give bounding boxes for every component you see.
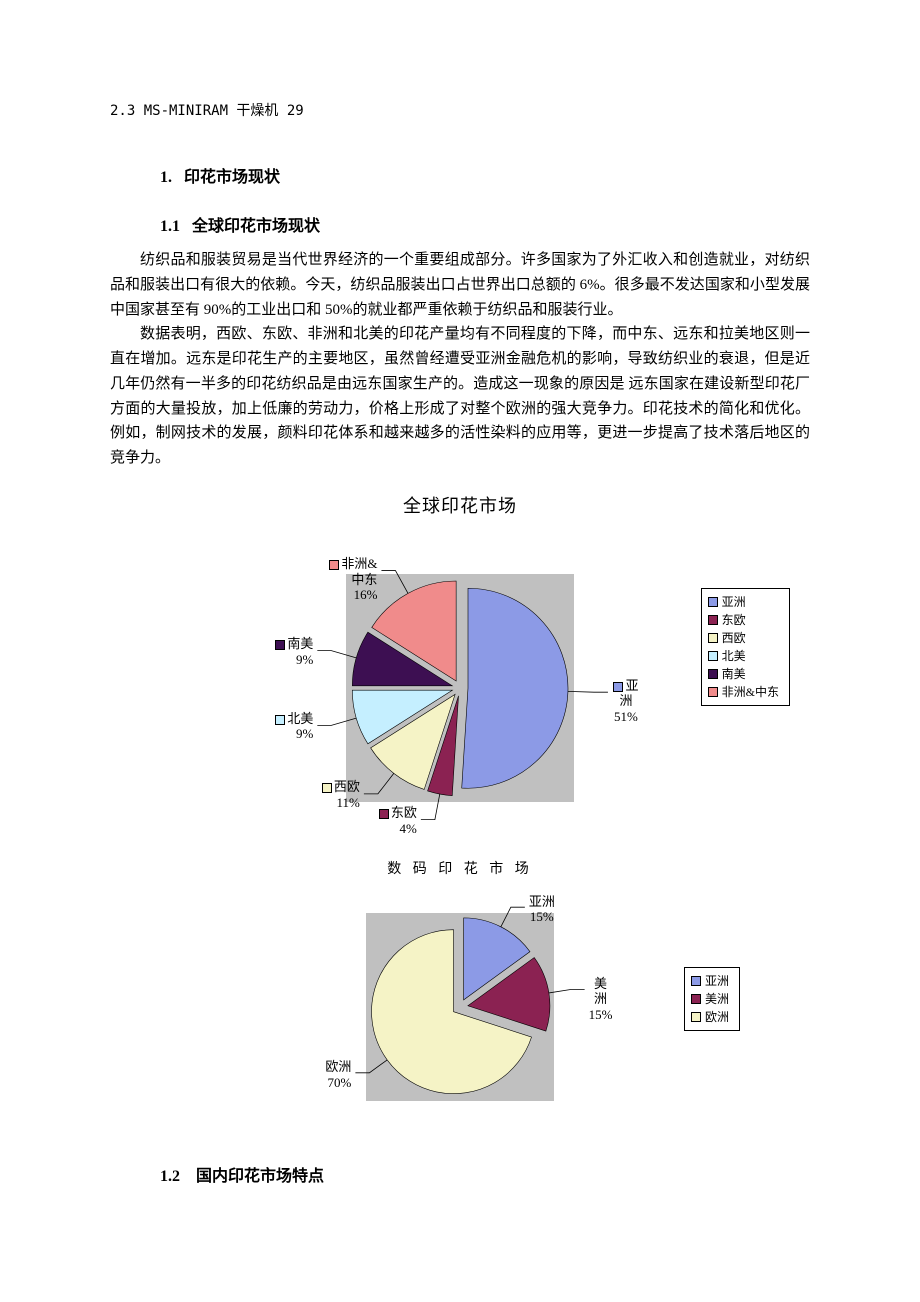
heading-1-2: 1.2 国内印花市场特点: [160, 1163, 810, 1190]
legend-item: 南美: [708, 665, 779, 683]
paragraph-1: 纺织品和服装贸易是当代世界经济的一个重要组成部分。许多国家为了外汇收入和创造就业…: [110, 248, 810, 322]
chart2-legend: 亚洲美洲欧洲: [684, 967, 740, 1031]
pie-callout: 亚洲51%: [612, 678, 640, 725]
heading-1-1: 1.1 全球印花市场现状: [160, 213, 810, 240]
h1-number: 1.: [160, 169, 172, 186]
legend-item: 非洲&中东: [708, 683, 779, 701]
chart2-pie: 亚洲15%美洲15%欧洲70%: [310, 887, 610, 1127]
pie-callout: 欧洲70%: [291, 1059, 351, 1090]
heading-1: 1. 印花市场现状: [160, 164, 810, 191]
pie-callout: 北美9%: [253, 711, 313, 742]
legend-item: 西欧: [708, 629, 779, 647]
paragraph-2: 数据表明，西欧、东欧、非洲和北美的印花产量均有不同程度的下降，而中东、远东和拉美…: [110, 322, 810, 471]
pie-callout: 亚洲15%: [529, 894, 555, 925]
pie-callout: 西欧11%: [300, 779, 360, 810]
h2a-number: 1.1: [160, 218, 180, 235]
header-reference-line: 2.3 MS-MINIRAM 干燥机 29: [110, 100, 810, 124]
legend-item: 欧洲: [691, 1008, 729, 1026]
h2b-number: 1.2: [160, 1168, 180, 1185]
chart-global-printing-market: 全球印花市场 亚洲51%东欧4%西欧11%北美9%南美9%非洲&中东16% 亚洲…: [200, 491, 720, 848]
chart-digital-printing-market: 数 码 印 花 市 场 亚洲15%美洲15%欧洲70% 亚洲美洲欧洲: [240, 858, 680, 1128]
chart1-pie: 亚洲51%东欧4%西欧11%北美9%南美9%非洲&中东16%: [280, 528, 640, 848]
h2b-text: 国内印花市场特点: [196, 1168, 324, 1185]
pie-callout: 东欧4%: [357, 805, 417, 836]
legend-item: 亚洲: [691, 972, 729, 990]
legend-item: 美洲: [691, 990, 729, 1008]
legend-item: 亚洲: [708, 593, 779, 611]
chart1-title: 全球印花市场: [200, 491, 720, 522]
legend-item: 北美: [708, 647, 779, 665]
h2a-text: 全球印花市场现状: [192, 218, 320, 235]
chart1-legend: 亚洲东欧西欧北美南美非洲&中东: [701, 588, 790, 706]
pie-callout: 非洲&中东16%: [317, 556, 377, 603]
pie-callout: 南美9%: [253, 636, 313, 667]
pie-callout: 美洲15%: [589, 976, 613, 1023]
chart2-title: 数 码 印 花 市 场: [240, 858, 680, 882]
legend-item: 东欧: [708, 611, 779, 629]
h1-text: 印花市场现状: [184, 169, 280, 186]
